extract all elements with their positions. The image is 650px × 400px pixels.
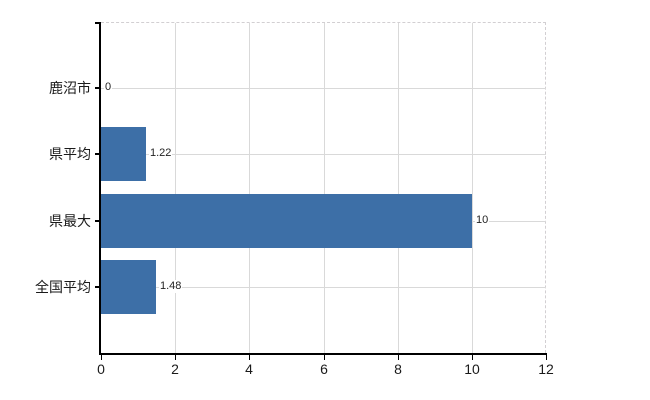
- plot-area: [101, 22, 546, 353]
- x-tick-label: 12: [538, 361, 554, 377]
- x-axis-tick: [546, 355, 547, 360]
- x-axis-tick: [175, 355, 176, 360]
- x-axis-tick: [472, 355, 473, 360]
- y-axis-top-tick: [95, 22, 101, 24]
- y-axis: [99, 22, 101, 355]
- x-tick-label: 8: [394, 361, 402, 377]
- category-label: 鹿沼市: [49, 80, 91, 96]
- horizontal-gridline: [101, 88, 546, 89]
- category-label: 県最大: [49, 213, 91, 229]
- bar: [101, 260, 156, 314]
- vertical-gridline: [398, 23, 399, 353]
- y-axis-tick: [95, 286, 101, 288]
- x-tick-label: 6: [320, 361, 328, 377]
- category-label: 全国平均: [35, 279, 91, 295]
- bar-value-label: 1.48: [159, 280, 183, 293]
- x-axis-tick: [324, 355, 325, 360]
- x-axis-tick: [101, 355, 102, 360]
- bar-value-label: 0: [104, 81, 113, 94]
- x-tick-label: 4: [245, 361, 253, 377]
- y-axis-tick: [95, 87, 101, 89]
- x-tick-label: 10: [464, 361, 480, 377]
- x-tick-label: 0: [97, 361, 105, 377]
- bar-value-label: 1.22: [149, 147, 173, 160]
- vertical-gridline: [249, 23, 250, 353]
- vertical-gridline: [175, 23, 176, 353]
- y-axis-tick: [95, 220, 101, 222]
- bar: [101, 194, 472, 248]
- x-axis: [99, 353, 547, 355]
- bar: [101, 127, 146, 181]
- vertical-gridline: [324, 23, 325, 353]
- x-axis-tick: [249, 355, 250, 360]
- horizontal-gridline: [101, 154, 546, 155]
- vertical-gridline: [472, 23, 473, 353]
- y-axis-tick: [95, 153, 101, 155]
- category-label: 県平均: [49, 146, 91, 162]
- horizontal-gridline: [101, 287, 546, 288]
- bar-value-label: 10: [475, 214, 490, 227]
- x-axis-tick: [398, 355, 399, 360]
- x-tick-label: 2: [171, 361, 179, 377]
